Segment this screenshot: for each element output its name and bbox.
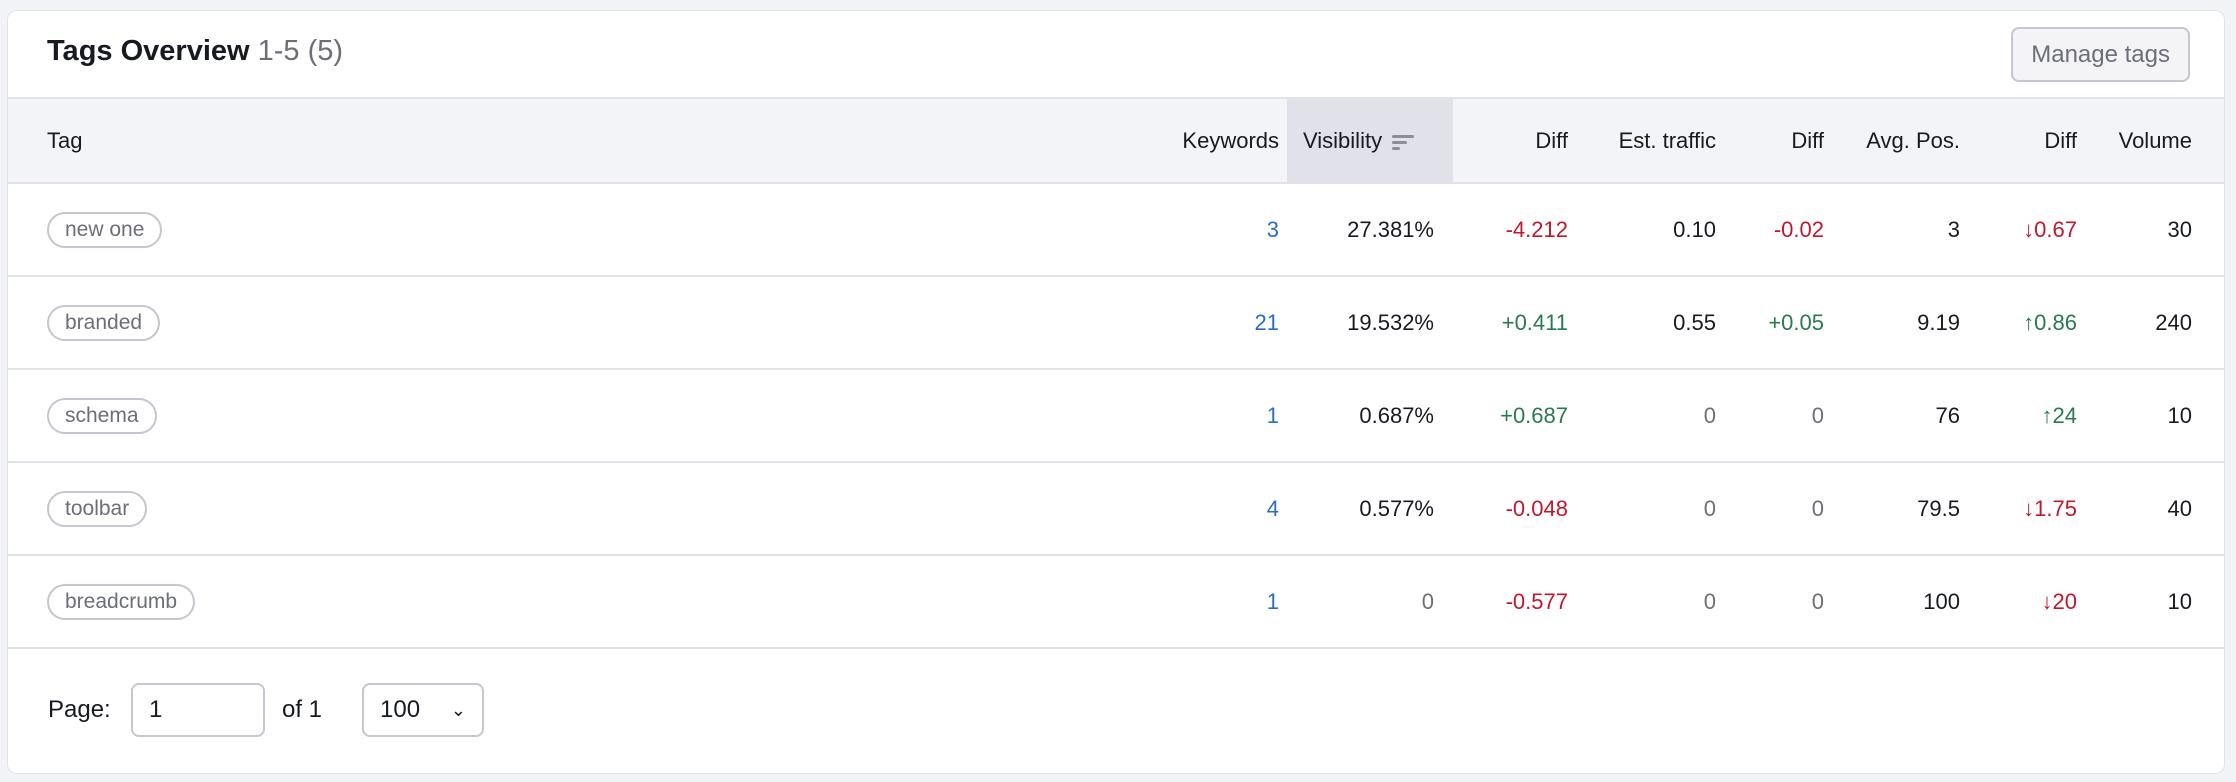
visibility-diff: +0.411 [1501,310,1568,335]
traffic-value: 0.55 [1673,310,1716,335]
keywords-link[interactable]: 3 [1266,217,1279,242]
volume-value: 10 [2167,403,2192,428]
col-tag[interactable]: Tag [47,128,83,153]
avg-pos-value: 9.19 [1917,310,1960,335]
table-row: new one 3 27.381% -4.212 0.10 -0.02 3 ↓0.67 30 [8,184,2224,277]
table-row: toolbar 4 0.577% -0.048 0 0 79.5 ↓1.75 40 [8,463,2224,556]
keywords-link[interactable]: 1 [1266,403,1279,428]
tag-pill[interactable]: branded [47,305,161,341]
visibility-value: 19.532% [1347,310,1434,335]
table-row: branded 21 19.532% +0.411 0.55 +0.05 9.19 ↑0.86… [8,277,2224,370]
traffic-diff: 0 [1811,403,1824,428]
pos-diff: ↓20 [2041,589,2077,614]
traffic-value: 0 [1703,403,1716,428]
traffic-diff: +0.05 [1768,310,1824,335]
col-avg-pos[interactable]: Avg. Pos. [1866,128,1960,153]
visibility-value: 27.381% [1347,217,1434,242]
visibility-diff: -0.577 [1505,589,1568,614]
page-label: Page: [48,696,111,723]
col-traffic-diff[interactable]: Diff [1791,128,1824,153]
manage-tags-button[interactable]: Manage tags [2011,27,2190,82]
table-row: breadcrumb 1 0 -0.577 0 0 100 ↓20 10 [8,556,2224,649]
volume-value: 240 [2155,310,2192,335]
avg-pos-value: 3 [1947,217,1960,242]
pos-diff: ↓0.67 [2023,217,2077,242]
col-visibility[interactable]: Visibility [1287,99,1453,182]
visibility-diff: -0.048 [1505,496,1568,521]
chevron-down-icon: ⌄ [450,700,466,720]
per-page-select[interactable]: 100 ⌄ [362,683,484,737]
keywords-link[interactable]: 21 [1254,310,1279,335]
avg-pos-value: 79.5 [1917,496,1960,521]
pos-diff: ↑24 [2041,403,2077,428]
sort-icon [1392,132,1415,153]
keywords-link[interactable]: 1 [1266,589,1279,614]
tags-overview-card: Tags Overview 1-5 (5) Manage tags Tag Ke… [7,10,2225,774]
page-of-label: of 1 [282,696,323,723]
page-input[interactable] [131,683,265,737]
table-row: schema 1 0.687% +0.687 0 0 76 ↑24 10 [8,370,2224,463]
col-visibility-label: Visibility [1303,128,1383,153]
visibility-diff: -4.212 [1505,217,1568,242]
traffic-value: 0 [1703,496,1716,521]
avg-pos-value: 76 [1935,403,1960,428]
volume-value: 10 [2167,589,2192,614]
visibility-value: 0.687% [1359,403,1434,428]
col-pos-diff[interactable]: Diff [2044,128,2077,153]
page-title: Tags Overview 1-5 (5) [47,31,343,71]
col-traffic[interactable]: Est. traffic [1618,128,1716,153]
per-page-value: 100 [380,696,421,723]
visibility-diff: +0.687 [1500,403,1568,428]
traffic-value: 0.10 [1673,217,1716,242]
col-keywords[interactable]: Keywords [1182,128,1279,153]
traffic-diff: 0 [1811,589,1824,614]
table-header: Tag Keywords Visibility Diff Est. traffi… [8,97,2224,184]
pagination: Page: of 1 100 ⌄ [8,663,2224,773]
tag-pill[interactable]: toolbar [47,491,148,527]
volume-value: 40 [2167,496,2192,521]
tag-pill[interactable]: breadcrumb [47,584,196,620]
traffic-diff: 0 [1811,496,1824,521]
col-volume[interactable]: Volume [2118,128,2192,153]
visibility-value: 0.577% [1359,496,1434,521]
pos-diff: ↓1.75 [2023,496,2077,521]
avg-pos-value: 100 [1923,589,1960,614]
result-count: 1-5 (5) [257,35,344,67]
pos-diff: ↑0.86 [2023,310,2077,335]
col-vis-diff[interactable]: Diff [1535,128,1568,153]
tag-pill[interactable]: new one [47,212,163,248]
traffic-value: 0 [1703,589,1716,614]
tag-pill[interactable]: schema [47,398,157,434]
keywords-link[interactable]: 4 [1266,496,1279,521]
title-text: Tags Overview [47,35,250,67]
traffic-diff: -0.02 [1773,217,1824,242]
volume-value: 30 [2167,217,2192,242]
visibility-value: 0 [1421,589,1434,614]
